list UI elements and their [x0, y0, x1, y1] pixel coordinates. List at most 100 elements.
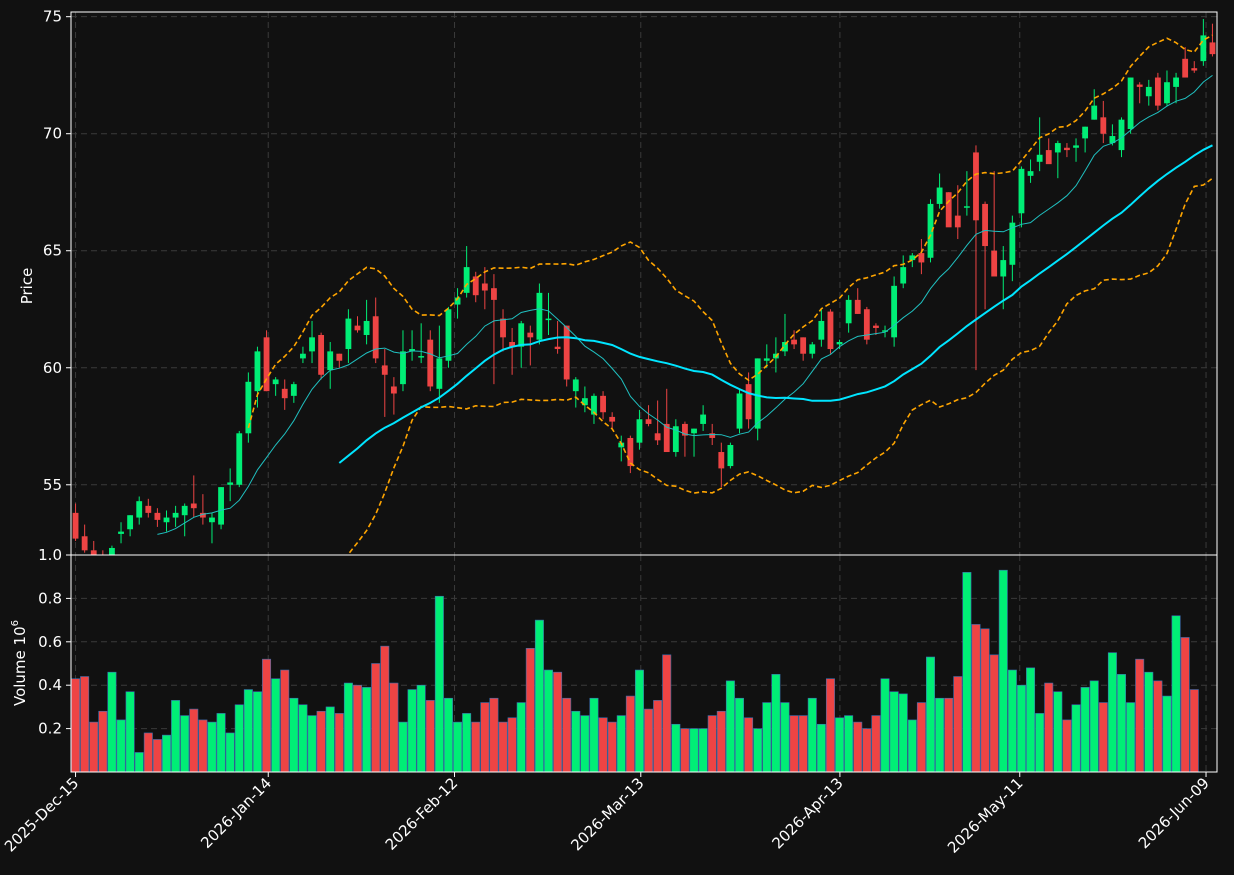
candle-body	[1091, 105, 1098, 120]
candle-body	[809, 344, 816, 354]
candle-body	[1082, 126, 1089, 139]
candle-body	[290, 384, 297, 396]
candle-body	[1073, 145, 1079, 148]
volume-bar	[1044, 682, 1054, 773]
volume-bar	[71, 678, 81, 773]
volume-bar	[498, 721, 508, 773]
candle-body	[445, 309, 452, 361]
candle-body	[1036, 154, 1043, 162]
volume-tick-label: 1.0	[38, 546, 62, 564]
volume-bar	[1026, 667, 1036, 773]
candle-body	[554, 346, 561, 350]
candle-body	[563, 325, 570, 380]
price-tick-label: 55	[43, 476, 62, 494]
candle-body	[336, 353, 343, 361]
candle-body	[1109, 136, 1116, 144]
candle-body	[1064, 147, 1070, 151]
candle-body	[636, 419, 643, 443]
volume-bar	[107, 671, 117, 773]
volume-bar	[935, 697, 945, 773]
volume-tick-label: 0.2	[38, 720, 62, 738]
price-tick-label: 65	[43, 242, 62, 260]
volume-bar	[162, 734, 171, 773]
volume-bar	[316, 710, 326, 773]
candle-body	[863, 309, 870, 340]
candle-body	[227, 482, 234, 485]
volume-bar	[680, 728, 690, 773]
volume-bar	[1126, 702, 1136, 773]
price-tick-label: 70	[43, 125, 62, 143]
candle-body	[1118, 119, 1125, 151]
volume-bar	[425, 700, 435, 773]
volume-bar	[1089, 680, 1099, 773]
volume-bar	[1189, 689, 1199, 773]
volume-bar	[735, 697, 744, 773]
volume-bar	[298, 704, 308, 773]
volume-bar	[453, 721, 463, 773]
candle-body	[509, 342, 516, 347]
volume-bar	[389, 682, 399, 773]
volume-bar	[171, 700, 181, 773]
candle-body	[963, 206, 970, 208]
candle-body	[672, 426, 679, 453]
volume-bar	[589, 697, 599, 773]
candle-body	[527, 332, 534, 338]
volume-bar	[243, 689, 253, 773]
volume-bar	[744, 717, 754, 773]
volume-bar	[1098, 702, 1108, 773]
volume-bar	[398, 721, 408, 773]
volume-tick-label: 0.4	[38, 676, 62, 694]
candle-body	[945, 192, 952, 228]
volume-bar	[380, 645, 390, 773]
candle-body	[199, 512, 206, 518]
candle-body	[718, 452, 725, 469]
volume-bar	[434, 595, 444, 773]
candle-body	[427, 339, 434, 387]
volume-bar	[1162, 695, 1172, 773]
volume-bar	[1016, 684, 1026, 773]
price-axis-label: Price	[18, 268, 36, 305]
candle-body	[818, 320, 825, 340]
candle-body	[954, 215, 961, 228]
volume-bar	[252, 691, 262, 773]
candle-body	[72, 512, 79, 539]
volume-bar	[698, 728, 708, 773]
volume-bar	[980, 628, 990, 773]
volume-bar	[234, 704, 244, 773]
volume-bar	[371, 663, 381, 773]
candle-body	[609, 416, 616, 422]
volume-bar	[634, 669, 644, 773]
volume-bar	[307, 715, 317, 773]
candle-body	[882, 330, 888, 332]
candle-body	[1200, 35, 1207, 62]
candle-body	[845, 299, 852, 324]
volume-bar	[662, 654, 672, 773]
volume-bar	[653, 700, 663, 773]
volume-bar	[1062, 719, 1072, 773]
volume-bar	[853, 721, 863, 773]
volume-bar	[471, 721, 481, 773]
volume-bar	[753, 728, 763, 773]
volume-tick-label: 0.8	[38, 589, 62, 607]
volume-bar	[989, 654, 999, 773]
candle-body	[136, 501, 143, 518]
volume-bar	[489, 697, 499, 773]
volume-bar	[271, 678, 281, 773]
candle-body	[891, 285, 898, 338]
candle-body	[345, 318, 352, 350]
volume-bar	[816, 723, 826, 773]
volume-bar	[616, 715, 626, 773]
volume-bar	[1080, 687, 1090, 773]
candle-body	[1018, 168, 1025, 214]
candle-body	[591, 395, 597, 415]
volume-bar	[625, 695, 635, 773]
sma-long-line	[338, 144, 1213, 464]
candle-body	[982, 203, 988, 247]
candle-body	[190, 503, 197, 509]
volume-bar	[544, 669, 553, 773]
candle-body	[254, 351, 261, 392]
candle-body	[763, 358, 770, 361]
candle-body	[1182, 58, 1189, 78]
candle-body	[1000, 260, 1007, 277]
volume-bar	[889, 691, 899, 773]
